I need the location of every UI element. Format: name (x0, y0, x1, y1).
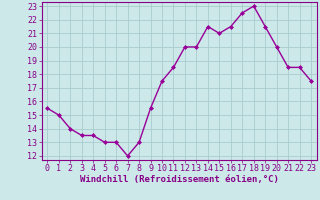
X-axis label: Windchill (Refroidissement éolien,°C): Windchill (Refroidissement éolien,°C) (80, 175, 279, 184)
